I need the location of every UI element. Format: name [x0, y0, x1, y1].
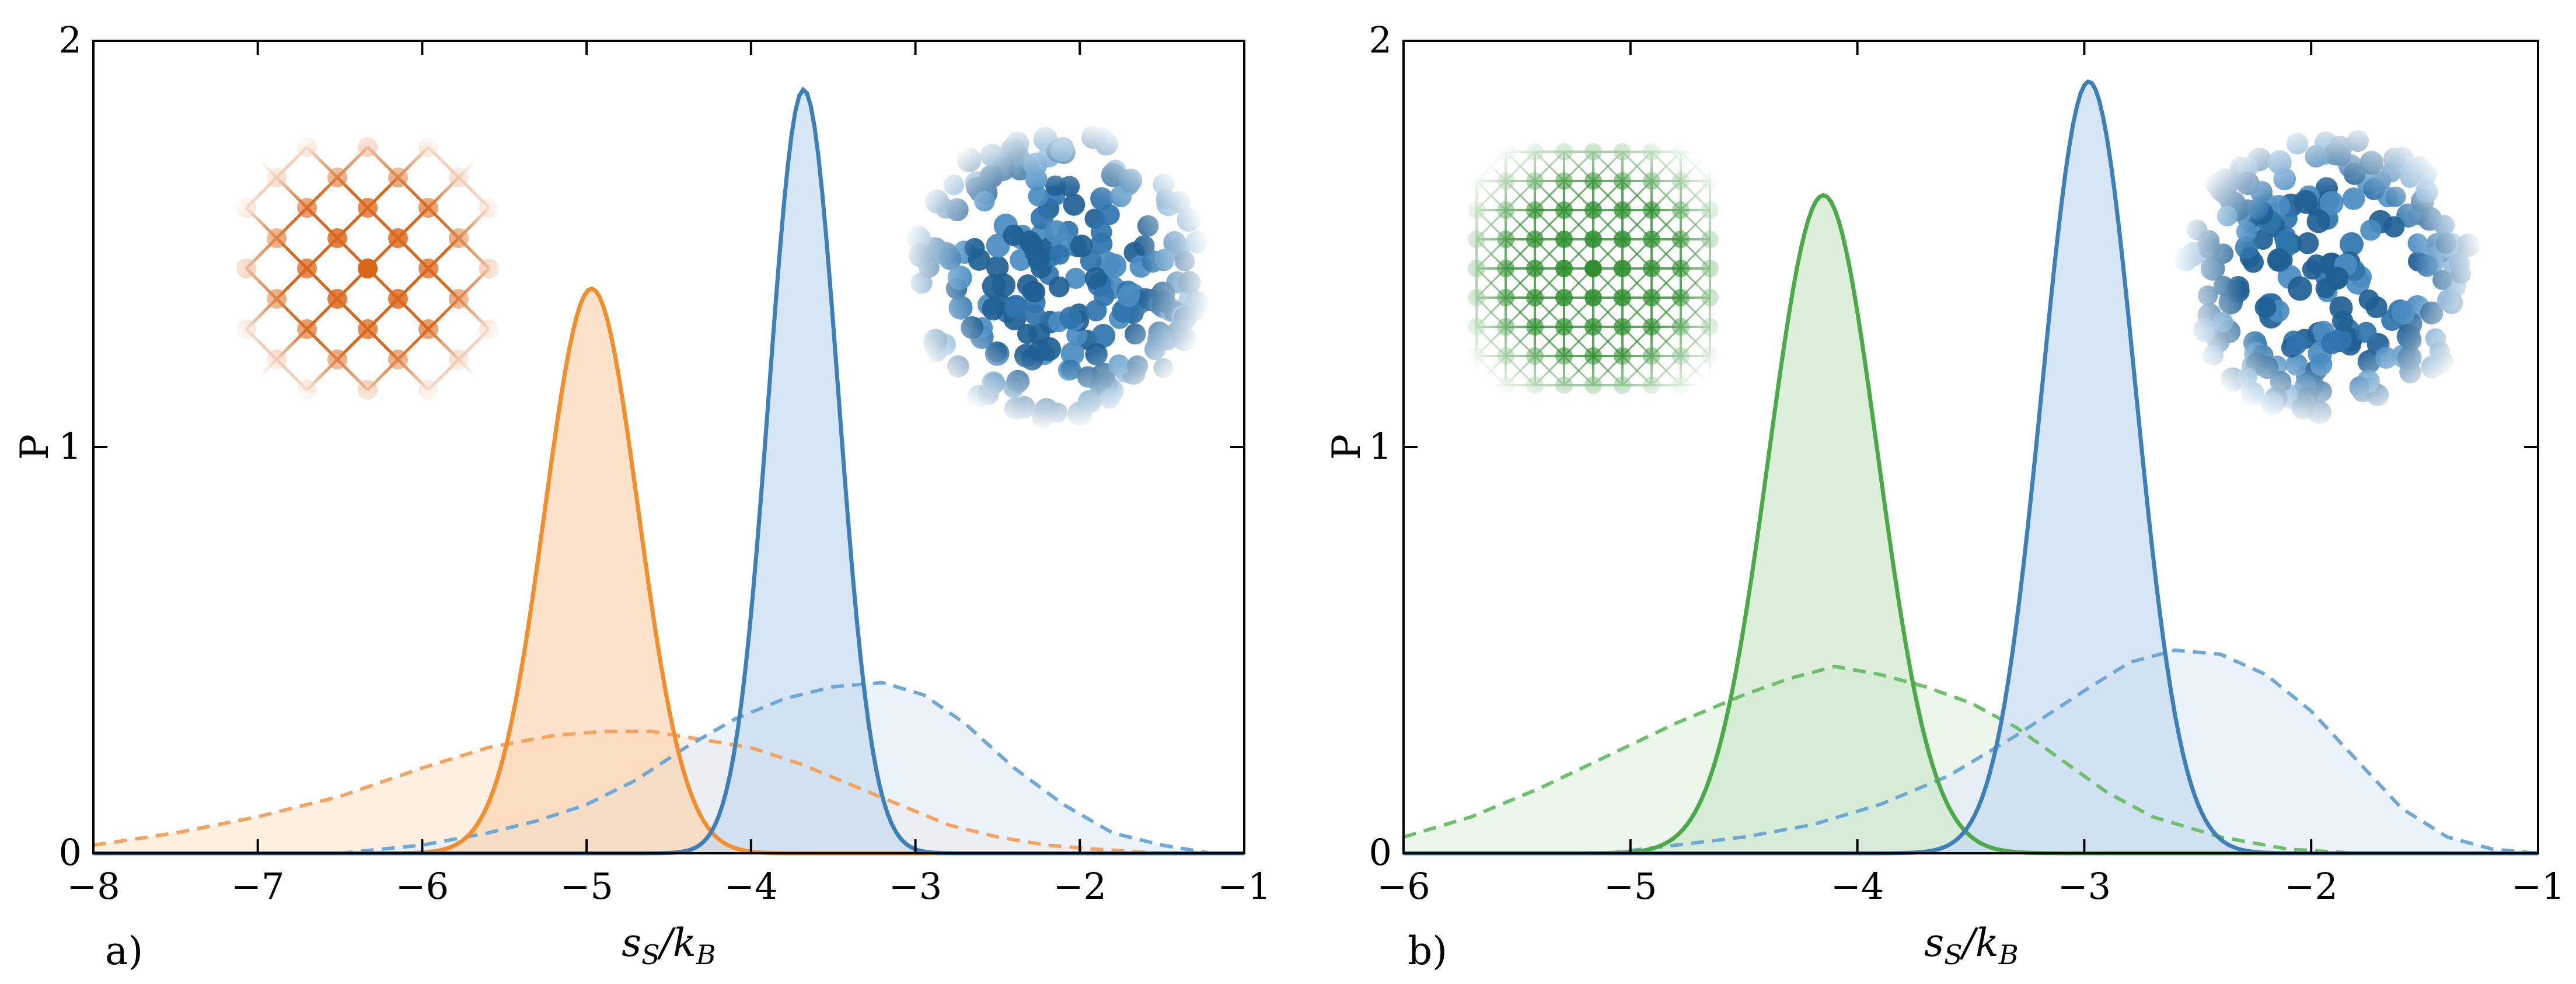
- y-tick-label: 0: [1369, 831, 1392, 874]
- panel-b: −6 −5 −4 −3 −2 −1 0 1 2 P sS/kB b): [1324, 19, 2565, 973]
- panel-b-ticks: −6 −5 −4 −3 −2 −1 0 1 2: [1369, 19, 2565, 908]
- y-tick-label: 2: [1369, 19, 1392, 61]
- panel-a-label: a): [105, 929, 143, 973]
- x-tick-label: −7: [231, 865, 284, 908]
- series-0-fill: [93, 288, 1244, 853]
- x-tick-label: −3: [2058, 865, 2111, 908]
- series-2-line: [93, 730, 1163, 855]
- disordered-structure-inset-b: [2171, 117, 2486, 432]
- x-tick-label: −4: [1831, 865, 1884, 908]
- disordered-structure-inset-a: [899, 117, 1214, 432]
- panel-b-ylabel: P: [1324, 434, 1369, 460]
- panel-a-ticks: −8 −7 −6 −5 −4 −3 −2 −1 0 1 2: [59, 19, 1271, 908]
- series-3-line: [340, 681, 1212, 855]
- fcc-lattice-inset: [216, 117, 519, 420]
- bcc-lattice-inset: [1441, 117, 1751, 426]
- x-tick-label: −2: [1053, 865, 1107, 908]
- panel-b-xlabel: sS/kB: [1924, 920, 2018, 971]
- x-tick-label: −8: [67, 865, 120, 908]
- y-tick-label: 1: [59, 425, 82, 467]
- series-2-line: [1403, 664, 2357, 855]
- panel-a-xlabel: sS/kB: [622, 920, 715, 971]
- x-tick-label: −5: [560, 865, 613, 908]
- x-tick-label: −6: [1377, 865, 1430, 908]
- panel-a: −8 −7 −6 −5 −4 −3 −2 −1 0 1 2 P sS/kB a): [12, 19, 1271, 973]
- x-tick-label: −1: [1217, 865, 1270, 908]
- x-tick-label: −2: [2284, 865, 2337, 908]
- panel-a-ylabel: P: [12, 434, 57, 460]
- x-tick-label: −5: [1604, 865, 1657, 908]
- x-tick-label: −3: [889, 865, 942, 908]
- panel-b-label: b): [1408, 929, 1447, 973]
- series-3-line: [1607, 648, 2539, 855]
- y-tick-label: 2: [59, 19, 82, 61]
- x-tick-label: −1: [2511, 865, 2564, 908]
- y-tick-label: 0: [59, 831, 82, 874]
- y-tick-label: 1: [1369, 425, 1392, 467]
- x-tick-label: −4: [724, 865, 777, 908]
- x-tick-label: −6: [396, 865, 449, 908]
